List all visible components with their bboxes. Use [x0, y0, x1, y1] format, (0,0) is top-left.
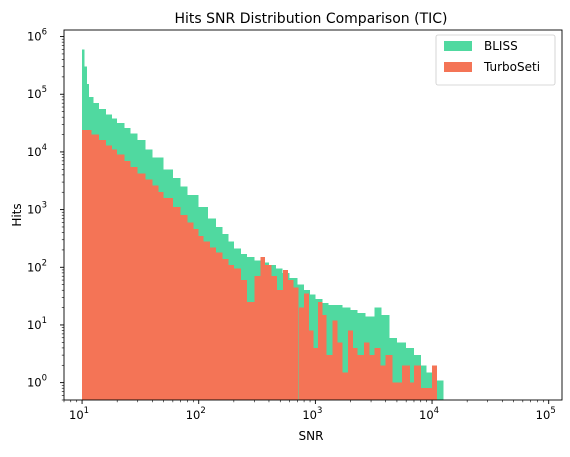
turboseti-bar: [99, 140, 106, 400]
turboseti-bar: [265, 264, 272, 400]
turboseti-bar: [260, 257, 266, 400]
turboseti-bar: [215, 252, 223, 400]
turboseti-bar: [401, 365, 411, 400]
turboseti-bar: [420, 388, 433, 400]
turboseti-bar: [240, 280, 248, 400]
turboseti-bar: [363, 342, 370, 400]
turboseti-series: [82, 130, 437, 400]
y-axis-label: Hits: [10, 203, 24, 226]
turboseti-bar: [357, 355, 364, 400]
bliss-bar: [381, 314, 390, 400]
turboseti-bar: [308, 330, 314, 400]
turboseti-bar: [228, 264, 234, 400]
legend-label-bliss: BLISS: [484, 39, 518, 53]
x-axis-label: SNR: [299, 429, 324, 443]
turboseti-bar: [172, 207, 181, 400]
turboseti-bar: [158, 192, 164, 400]
turboseti-bar: [137, 173, 146, 400]
x-tick-label: 102: [186, 406, 206, 422]
legend-label-turboseti: TurboSeti: [483, 60, 540, 74]
turboseti-bar: [326, 355, 333, 400]
bliss-bar: [420, 365, 427, 400]
turboseti-bar: [203, 241, 211, 400]
y-tick-label: 106: [27, 28, 47, 44]
legend: BLISS TurboSeti: [435, 34, 556, 86]
turboseti-bar: [392, 382, 402, 400]
legend-swatch-bliss: [444, 41, 472, 51]
y-tick-label: 101: [27, 316, 47, 332]
turboseti-bar: [337, 342, 343, 400]
x-tick-label: 104: [419, 406, 439, 422]
y-tick-label: 100: [27, 374, 47, 390]
turboseti-bar: [152, 185, 159, 400]
chart-title: Hits SNR Distribution Comparison (TIC): [175, 11, 448, 27]
turboseti-bar: [304, 293, 309, 400]
turboseti-bar: [352, 347, 358, 400]
y-tick-label: 105: [27, 85, 47, 101]
turboseti-bar: [222, 258, 229, 400]
bliss-bar: [389, 337, 397, 400]
turboseti-bar: [413, 365, 421, 400]
turboseti-bar: [313, 347, 318, 400]
turboseti-bar: [105, 145, 112, 400]
turboseti-bar: [298, 307, 305, 400]
x-tick-label: 101: [69, 406, 89, 422]
x-tick-label: 105: [536, 406, 556, 422]
turboseti-bar: [254, 276, 261, 400]
bliss-bar: [426, 372, 433, 400]
turboseti-bar: [287, 280, 294, 400]
turboseti-bar: [233, 268, 241, 400]
turboseti-bar: [193, 229, 199, 400]
y-tick-label: 103: [27, 201, 47, 217]
turboseti-bar: [369, 355, 375, 400]
turboseti-bar: [130, 166, 138, 400]
bliss-bar: [342, 307, 351, 400]
turboseti-bar: [271, 276, 278, 400]
turboseti-bar: [342, 372, 348, 400]
turboseti-bar: [347, 330, 353, 400]
turboseti-bar: [283, 269, 288, 400]
turboseti-bar: [163, 197, 173, 400]
turboseti-bar: [210, 247, 216, 400]
turboseti-bar: [317, 302, 323, 400]
turboseti-bar: [322, 314, 327, 400]
turboseti-bar: [198, 235, 204, 400]
turboseti-bar: [332, 320, 338, 400]
y-tick-label: 104: [27, 143, 47, 159]
bliss-bar: [328, 305, 336, 400]
turboseti-bar: [293, 287, 299, 400]
turboseti-bar: [180, 215, 188, 400]
turboseti-bar: [247, 302, 255, 400]
bliss-bar: [396, 342, 407, 400]
bliss-bar: [436, 380, 444, 400]
turboseti-bar: [277, 290, 284, 400]
y-axis: 100 101 102 103 104 105 106: [27, 28, 64, 401]
turboseti-bar: [385, 355, 393, 400]
x-tick-label: 103: [302, 406, 322, 422]
turboseti-bar: [187, 222, 194, 400]
turboseti-bar: [91, 134, 100, 400]
turboseti-bar: [380, 365, 386, 400]
turboseti-bar: [124, 160, 131, 400]
turboseti-bar: [374, 347, 381, 400]
turboseti-bar: [117, 154, 125, 400]
legend-swatch-turboseti: [444, 62, 472, 72]
x-axis: 101 102 103 104 105: [63, 400, 556, 422]
turboseti-bar: [111, 149, 118, 400]
turboseti-bar: [145, 179, 153, 400]
turboseti-bar: [82, 130, 92, 400]
turboseti-bar: [410, 382, 414, 400]
turboseti-bar: [432, 365, 437, 400]
y-tick-label: 102: [27, 258, 47, 274]
